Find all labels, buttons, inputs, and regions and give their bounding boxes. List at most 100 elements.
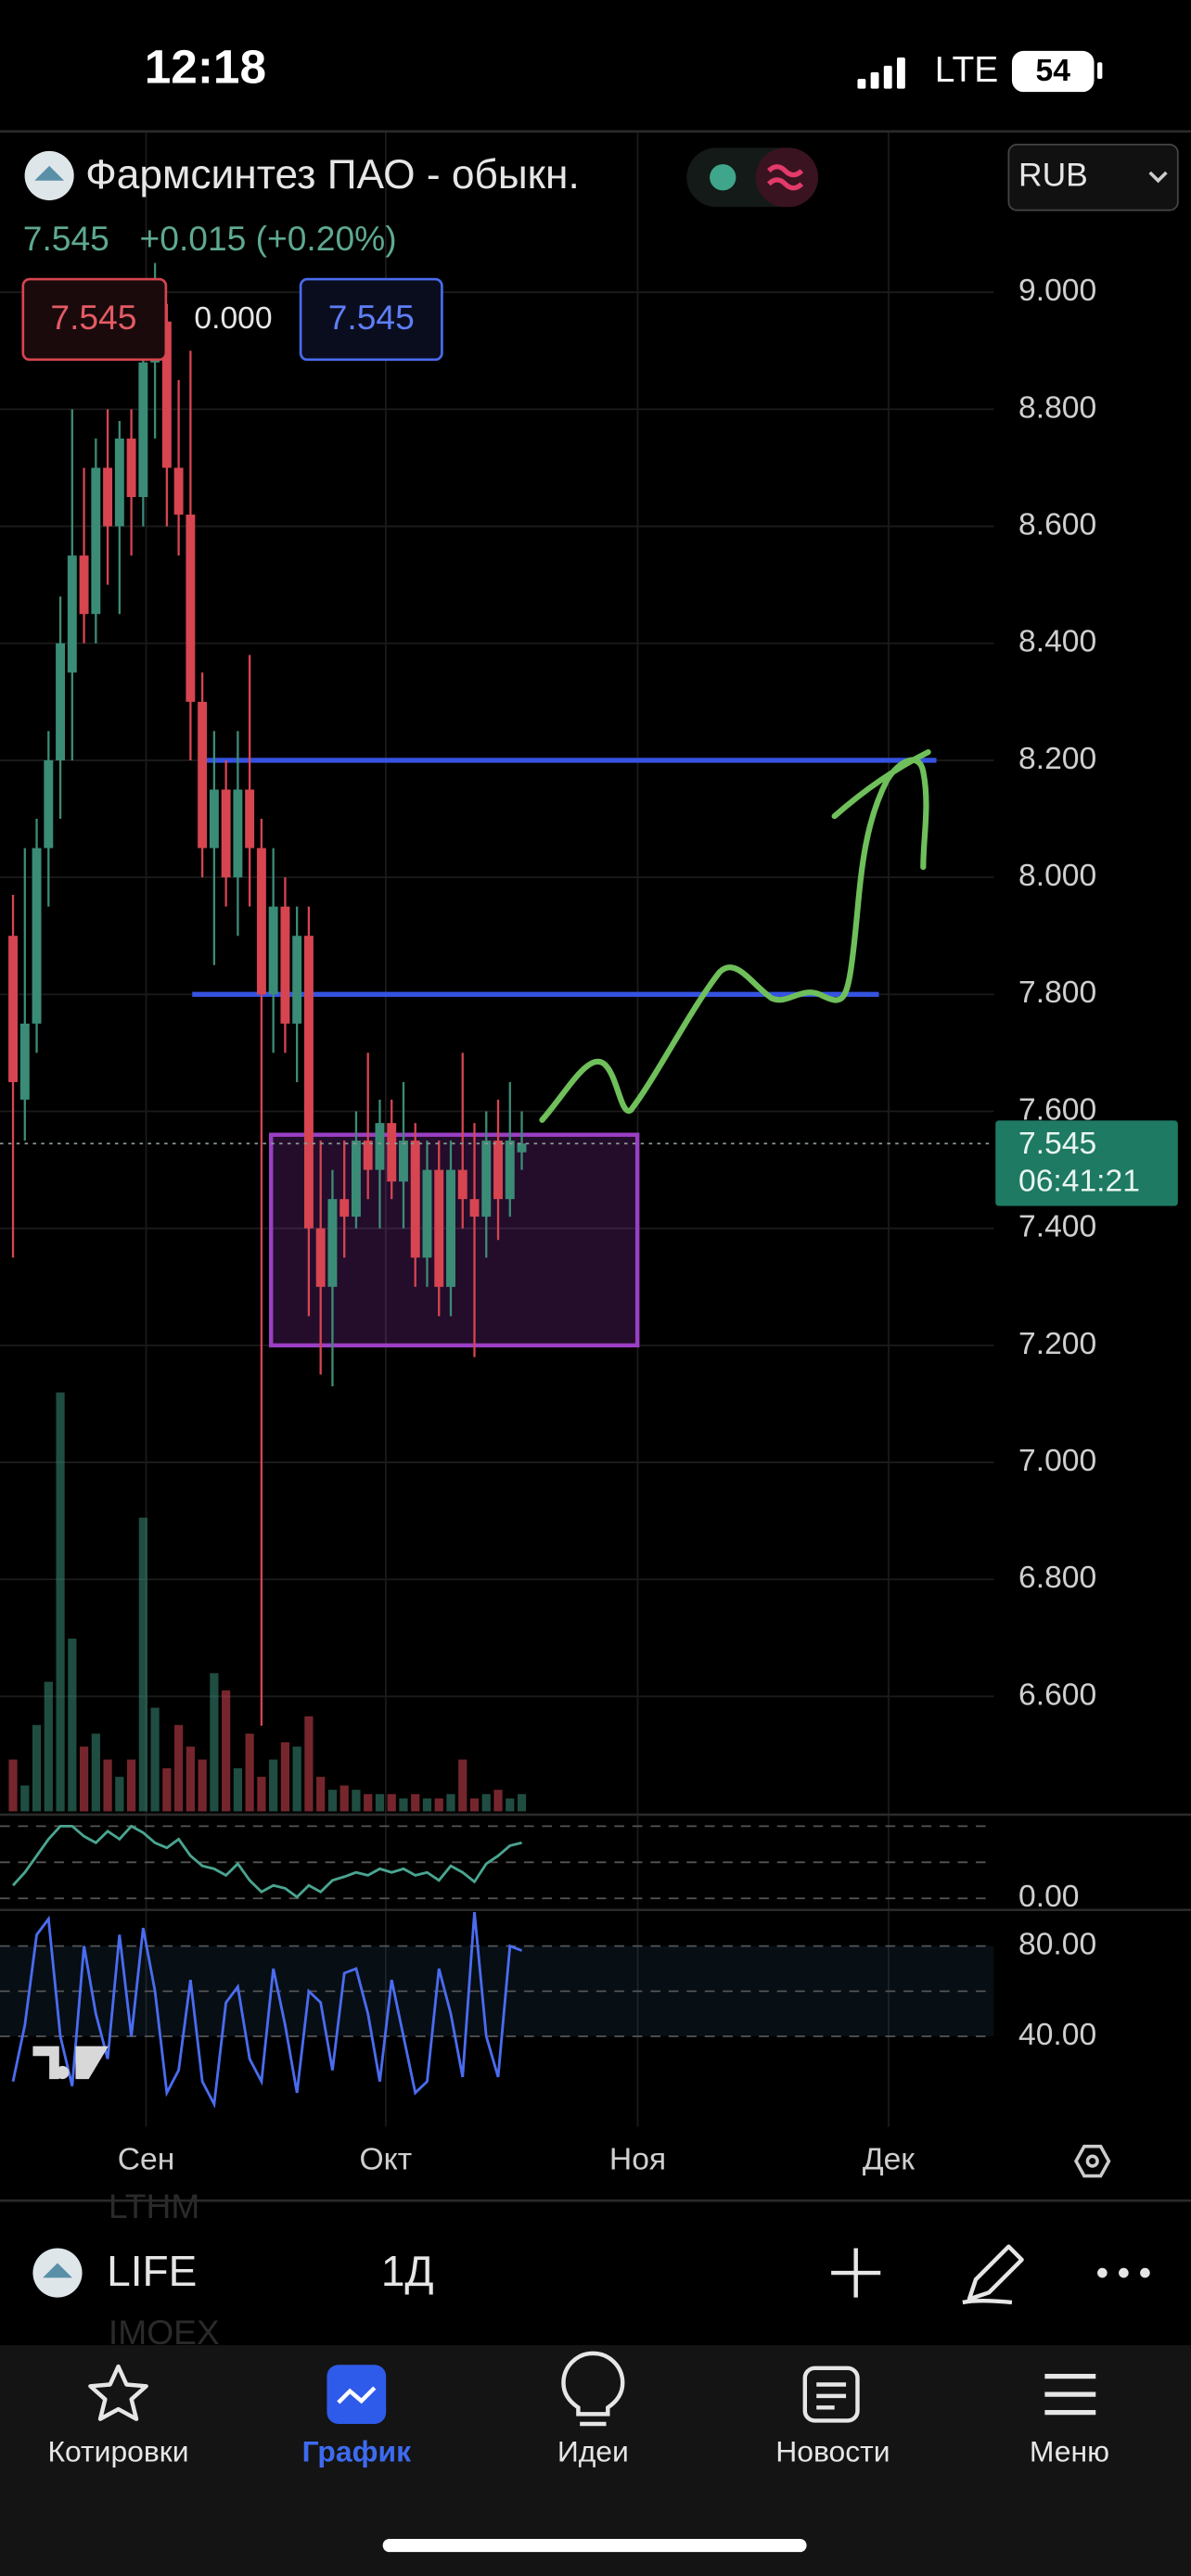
volume-bar — [138, 1517, 147, 1812]
countdown: 06:41:21 — [1018, 1165, 1140, 1199]
volume-bar — [245, 1733, 254, 1812]
y-tick-label: 7.200 — [1018, 1327, 1096, 1361]
battery — [1011, 50, 1095, 93]
tab-bar — [0, 2344, 1191, 2576]
volume-bar — [399, 1798, 408, 1812]
candle-body — [375, 1123, 385, 1170]
volume-bar — [517, 1793, 527, 1812]
interval[interactable]: 1Д — [381, 2247, 434, 2295]
ask-price: 7.545 — [328, 298, 415, 337]
y-tick-label: 8.400 — [1018, 625, 1096, 659]
market-open-dot — [710, 164, 736, 191]
tab-label[interactable]: Идеи — [557, 2434, 629, 2468]
oscillator-line — [11, 1824, 522, 1899]
draw-button[interactable] — [962, 2244, 1024, 2305]
volume-bar — [44, 1681, 53, 1812]
volume-bar — [257, 1777, 266, 1812]
y-tick-label: 9.000 — [1018, 274, 1096, 308]
signal-icon — [857, 57, 905, 89]
settings-icon[interactable] — [1073, 2144, 1111, 2178]
volume-bar — [364, 1793, 373, 1812]
candle-body — [56, 643, 66, 760]
candle-body — [399, 1141, 408, 1182]
symbol[interactable]: LIFE — [107, 2247, 197, 2295]
buy-button[interactable] — [299, 277, 443, 362]
tab-icon-news[interactable] — [802, 2366, 860, 2423]
candle-body — [410, 1141, 420, 1258]
y-tick-label: 6.600 — [1018, 1677, 1096, 1712]
delay-badge — [755, 147, 818, 208]
candle-body — [138, 362, 148, 498]
volume-bar — [174, 1725, 184, 1812]
delay-icon — [766, 164, 804, 191]
candle-body — [19, 1023, 30, 1100]
settings-dot — [1085, 2154, 1099, 2168]
tab-label[interactable]: График — [302, 2434, 411, 2468]
candle-body — [32, 848, 42, 1024]
sell-button[interactable] — [21, 277, 168, 362]
volume-bar — [126, 1759, 136, 1812]
x-tick-label: Дек — [863, 2143, 915, 2177]
volume-bar — [469, 1798, 480, 1812]
tab-icon-menu[interactable] — [1044, 2373, 1096, 2416]
x-tick-label: Ноя — [609, 2143, 666, 2177]
candle-body — [198, 701, 208, 848]
y-tick-label: 8.600 — [1018, 507, 1096, 542]
tab-icon-quotes[interactable] — [88, 2364, 148, 2421]
volume-bar — [68, 1639, 77, 1812]
volume-bar — [115, 1777, 124, 1812]
battery-cap — [1097, 62, 1103, 80]
volume-bar — [8, 1759, 18, 1812]
candle-body — [457, 1169, 467, 1200]
volume-bar — [292, 1746, 301, 1812]
candle-body — [44, 759, 54, 848]
battery-level: 54 — [1036, 54, 1071, 88]
tv-watermark — [32, 2046, 109, 2080]
ghost-symbol: LTHM — [109, 2187, 199, 2225]
candle-body — [126, 438, 136, 498]
logo-glyph — [43, 2263, 72, 2278]
volume-bar — [186, 1746, 195, 1812]
candle-body — [505, 1141, 515, 1200]
oscillator-tick-label: 0.00 — [1018, 1880, 1079, 1914]
volume-bar — [91, 1733, 100, 1812]
candle-body — [517, 1143, 527, 1153]
last-price-label: 7.545 — [1018, 1127, 1096, 1161]
volume-bar — [493, 1790, 503, 1812]
symbol-title[interactable]: Фармсинтез ПАО - обыкн. — [85, 152, 580, 198]
more-button[interactable] — [1097, 2267, 1150, 2278]
news-glyph — [816, 2382, 847, 2410]
volume-bar — [316, 1777, 326, 1812]
candle-body — [91, 467, 101, 615]
tab-label[interactable]: Меню — [1030, 2434, 1109, 2468]
oscillator-line — [11, 1911, 523, 2109]
volume-bar — [304, 1715, 314, 1812]
candle-body — [469, 1199, 480, 1218]
volume-bar — [481, 1793, 491, 1812]
volume-bar — [32, 1725, 42, 1812]
volume-bar — [222, 1690, 231, 1812]
candle-body — [481, 1141, 492, 1218]
candle-body — [103, 467, 113, 527]
tab-label[interactable]: Новости — [775, 2434, 890, 2468]
candle-body — [315, 1228, 326, 1287]
add-button[interactable] — [831, 2248, 881, 2298]
volume-bar — [269, 1759, 278, 1812]
tab-label[interactable]: Котировки — [47, 2434, 188, 2468]
y-tick-label: 8.000 — [1018, 859, 1096, 893]
candle-body — [292, 936, 302, 1024]
clock: 12:18 — [145, 41, 266, 94]
volume-bar — [352, 1790, 361, 1812]
y-tick-label: 7.800 — [1018, 976, 1096, 1010]
volume-bar — [20, 1785, 30, 1812]
tab-icon-ideas[interactable] — [561, 2351, 625, 2427]
candle-body — [327, 1199, 338, 1287]
candle-body — [351, 1141, 361, 1218]
volume-bar — [458, 1759, 467, 1812]
drawing-projection — [539, 749, 931, 1123]
candle-body — [434, 1169, 444, 1287]
currency-select[interactable] — [1007, 143, 1179, 211]
volume-bar — [150, 1707, 160, 1812]
candle-body — [114, 438, 124, 527]
